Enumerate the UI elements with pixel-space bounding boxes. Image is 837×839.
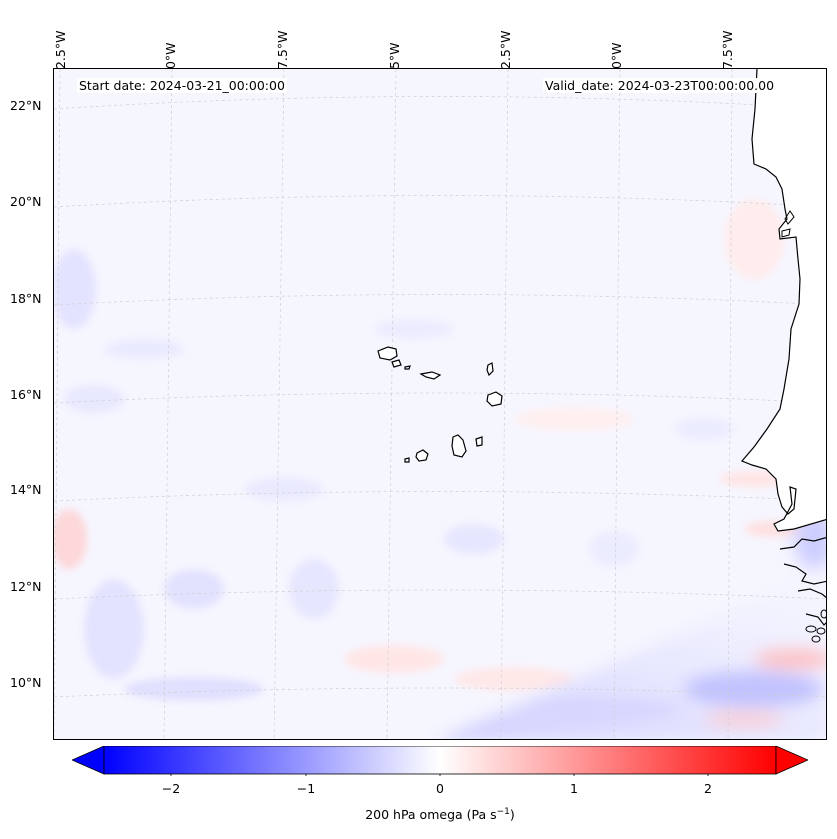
lat-label-14n: 14°N xyxy=(10,482,42,497)
lat-label-12n: 12°N xyxy=(10,579,42,594)
island-santo-antao xyxy=(377,346,398,361)
colorbar-tick-0: 0 xyxy=(436,781,444,796)
island-brava xyxy=(404,457,410,463)
island-sao-nicolau xyxy=(419,371,442,380)
island-santiago xyxy=(451,434,467,458)
colorbar-tick-minus-2: −2 xyxy=(161,781,181,796)
island-maio xyxy=(475,436,483,447)
map-panel[interactable] xyxy=(53,68,827,740)
colorbar-max-extend xyxy=(775,746,808,775)
lat-label-22n: 22°N xyxy=(10,98,42,113)
colorbar-label: 200 hPa omega (Pa s−1) xyxy=(365,807,515,823)
colorbar-tick-minus-1: −1 xyxy=(296,781,316,796)
lat-label-16n: 16°N xyxy=(10,387,42,402)
graticule xyxy=(54,69,826,739)
island-santa-luzia xyxy=(404,365,411,370)
island-sal xyxy=(486,362,494,377)
island-sao-vicente xyxy=(391,359,402,368)
island-fogo xyxy=(415,449,429,462)
africa-coastline xyxy=(740,69,826,643)
colorbar-min-extend xyxy=(72,746,105,775)
lat-label-10n: 10°N xyxy=(10,675,42,690)
cape-verde-islands xyxy=(377,346,503,463)
colorbar-tick-marks xyxy=(170,774,709,776)
start-date-label: Start date: 2024-03-21_00:00:00 xyxy=(77,78,287,93)
colorbar-tick-2: 2 xyxy=(704,781,712,796)
valid-date-label: Valid_date: 2024-03-23T00:00:00.00 xyxy=(543,78,777,93)
omega-field-map xyxy=(54,69,826,739)
omega-field-shading xyxy=(54,199,804,701)
colorbar-body xyxy=(103,746,777,775)
colorbar xyxy=(72,746,808,776)
southern-jet-band xyxy=(438,509,826,739)
lat-label-18n: 18°N xyxy=(10,291,42,306)
colorbar-tick-1: 1 xyxy=(570,781,578,796)
lat-label-20n: 20°N xyxy=(10,194,42,209)
island-boa-vista xyxy=(486,391,503,407)
